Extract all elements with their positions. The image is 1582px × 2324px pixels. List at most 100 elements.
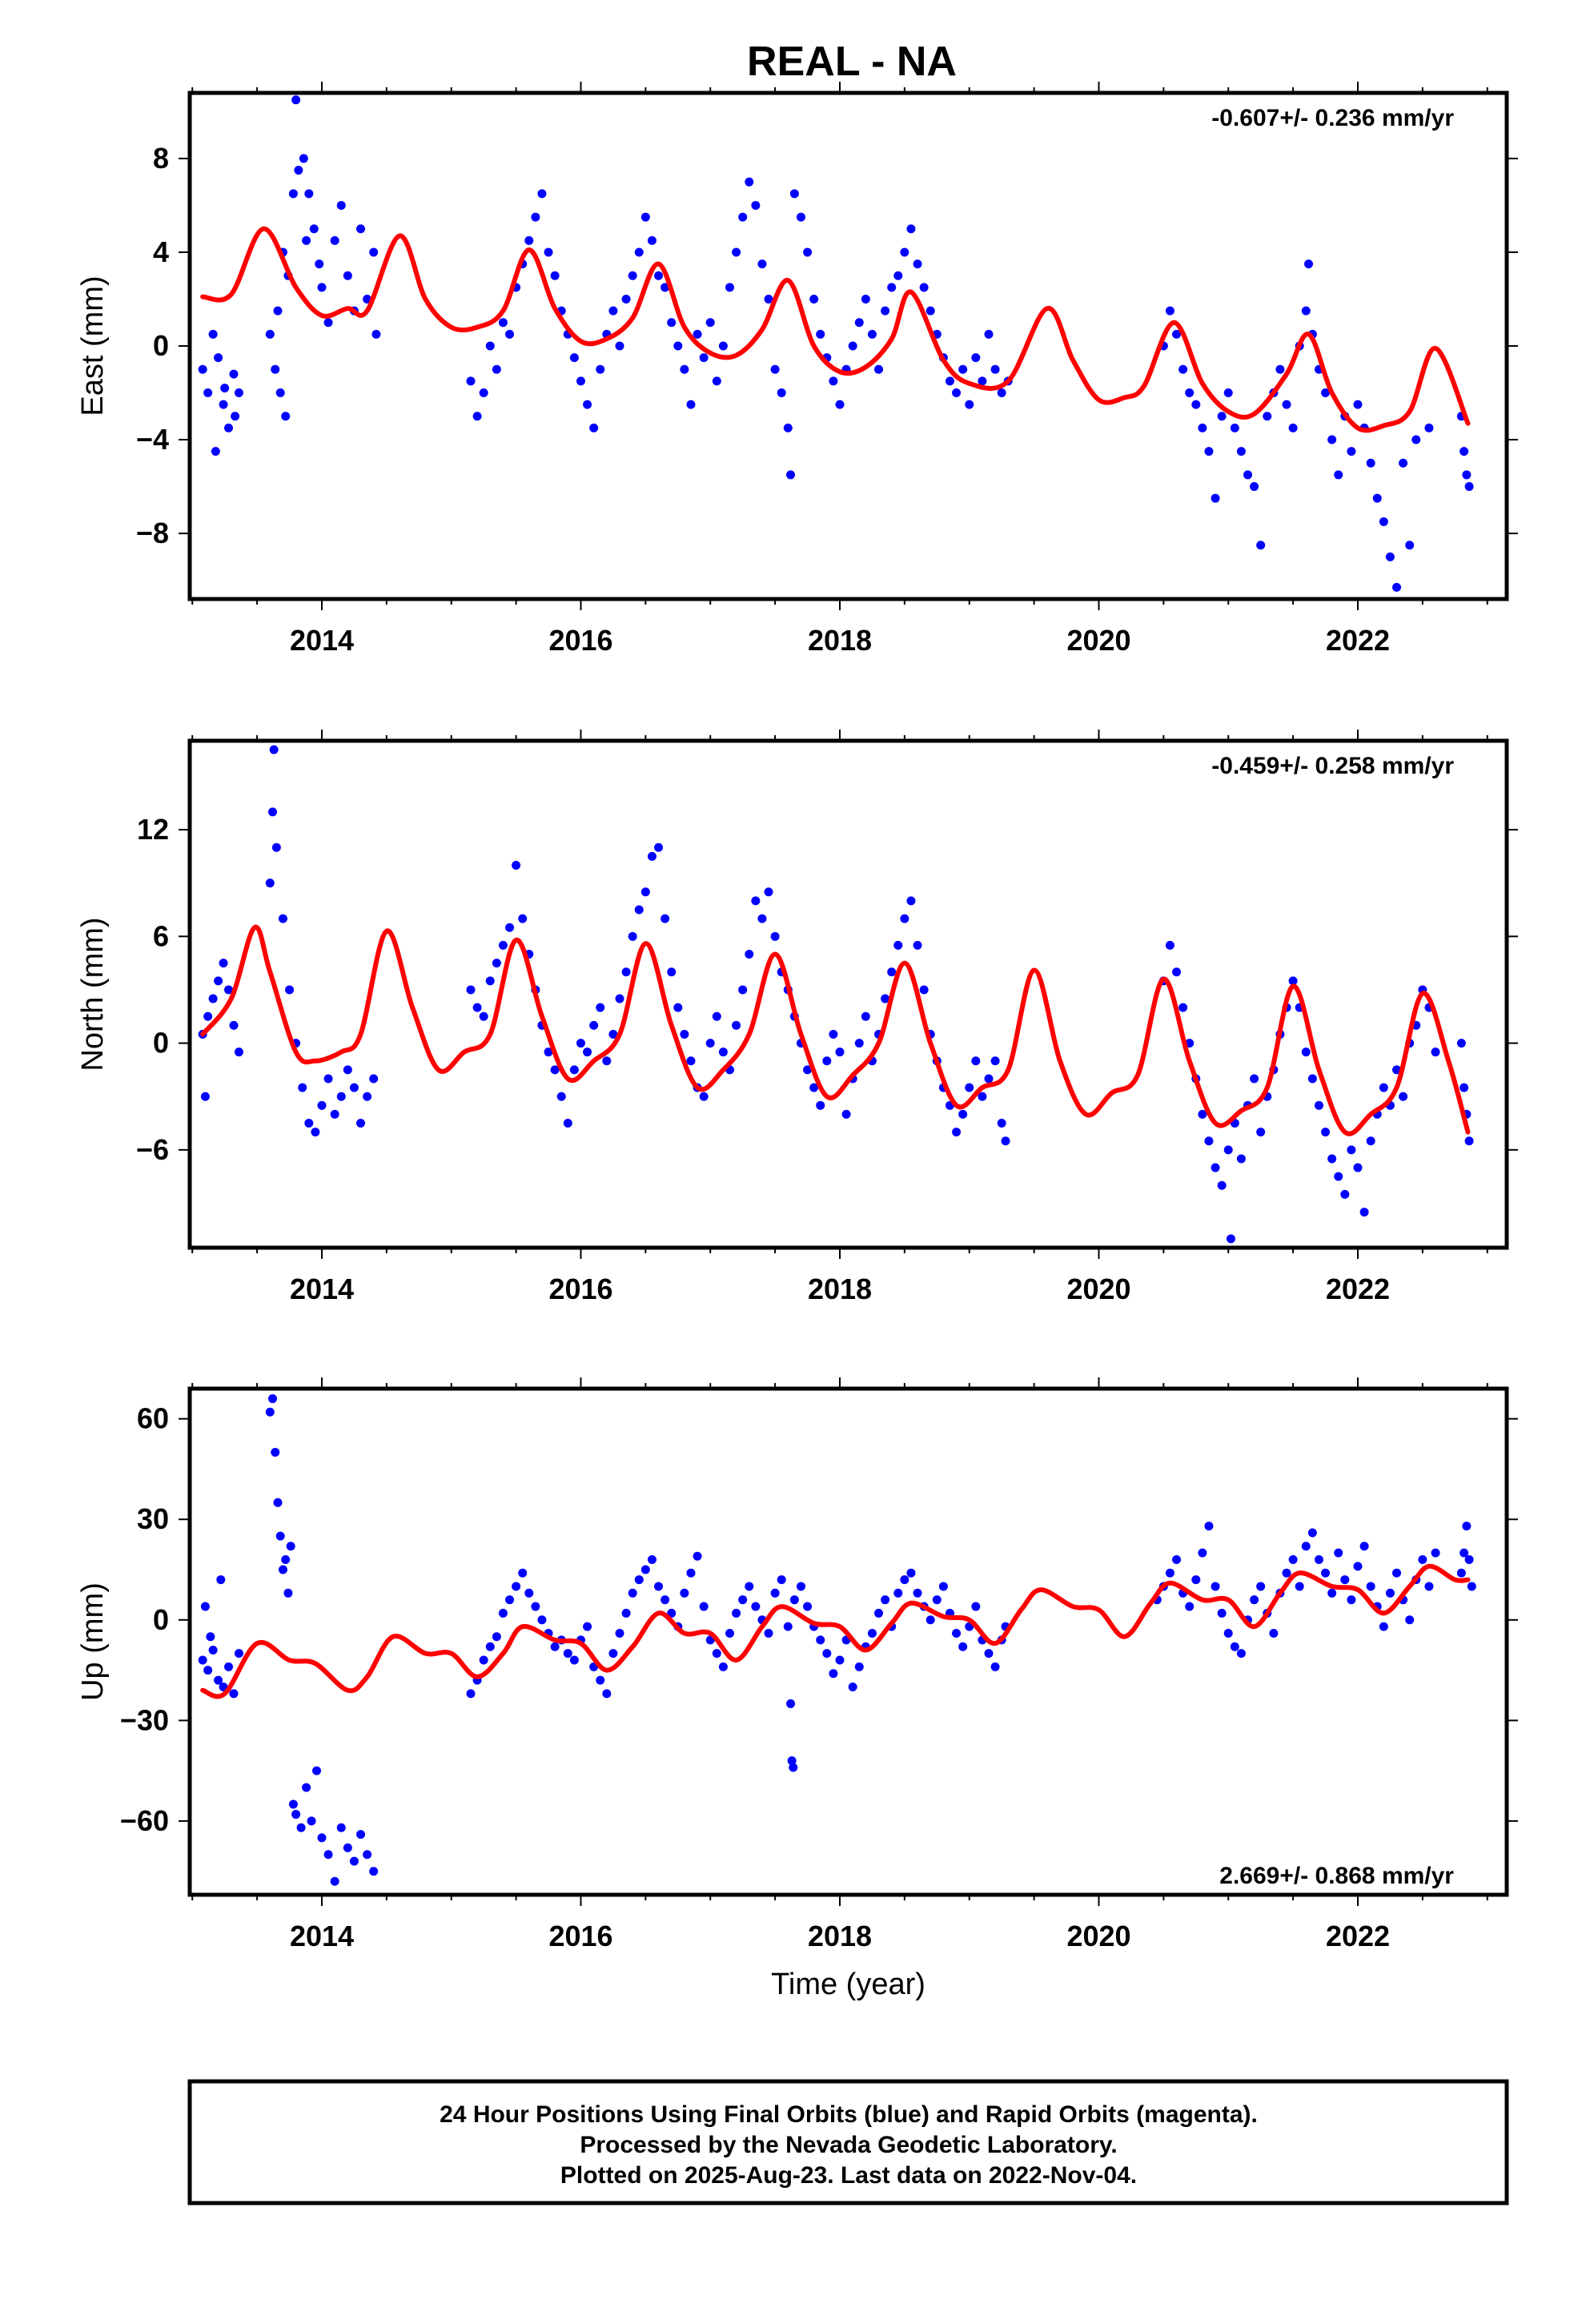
x-tick-label: 2016 [548, 1920, 612, 1952]
data-point [634, 1575, 644, 1585]
data-point [271, 1448, 280, 1458]
data-point [1321, 388, 1331, 398]
data-point [498, 940, 508, 950]
data-point [686, 1568, 696, 1578]
data-point [751, 1602, 761, 1611]
data-point [505, 329, 515, 339]
data-point [854, 1662, 864, 1671]
rate-annotation: -0.459+/- 0.258 mm/yr [1211, 753, 1454, 779]
data-point [1236, 1649, 1246, 1659]
data-point [816, 329, 825, 339]
data-point [945, 376, 954, 386]
data-point [275, 388, 285, 398]
data-point [265, 1407, 275, 1417]
rate-annotation: -0.607+/- 0.236 mm/yr [1211, 105, 1454, 131]
data-point [1001, 1136, 1010, 1146]
model-curve [200, 1563, 1471, 1699]
data-point [608, 306, 618, 316]
data-point [363, 1850, 372, 1860]
data-point [647, 1554, 656, 1564]
data-point [919, 283, 929, 292]
data-point [1431, 1548, 1440, 1558]
data-point [1204, 447, 1214, 456]
data-point [809, 294, 819, 304]
data-point [1392, 1568, 1402, 1578]
data-point [317, 1100, 327, 1110]
data-point [563, 1119, 572, 1128]
data-point [770, 1588, 780, 1598]
data-point [958, 1642, 968, 1651]
data-point [466, 985, 476, 995]
data-point [203, 388, 213, 398]
data-point [302, 235, 311, 245]
data-point [550, 1065, 560, 1075]
data-point [803, 247, 813, 257]
data-point [900, 247, 909, 257]
data-point [881, 306, 890, 316]
data-point [265, 329, 275, 339]
x-tick-label: 2020 [1066, 1920, 1130, 1952]
data-point [1165, 1568, 1174, 1578]
data-point [1353, 1562, 1363, 1571]
data-point [214, 976, 223, 986]
data-point [628, 271, 637, 280]
data-point [531, 1602, 540, 1611]
data-point [854, 1039, 864, 1048]
data-point [356, 1830, 366, 1839]
data-point [583, 400, 592, 409]
data-point [356, 224, 366, 234]
data-point [693, 1551, 702, 1561]
data-point [764, 887, 773, 897]
data-point [1460, 1083, 1469, 1092]
data-point [302, 1783, 311, 1792]
data-point [803, 1065, 813, 1075]
data-point [628, 1588, 637, 1598]
data-point [1198, 1109, 1207, 1119]
data-point [198, 1655, 207, 1665]
data-point [874, 1608, 884, 1618]
x-tick-label: 2014 [290, 1920, 354, 1952]
data-point [208, 994, 218, 1003]
plot-background [190, 741, 1507, 1248]
y-tick-label: 0 [153, 1027, 169, 1059]
data-point [699, 1602, 709, 1611]
data-point [224, 985, 234, 995]
data-point [1204, 1522, 1214, 1531]
data-point [505, 923, 515, 932]
data-point [667, 967, 677, 977]
data-point [1204, 1136, 1214, 1146]
data-point [787, 1756, 797, 1766]
data-point [294, 166, 303, 175]
data-point [234, 1047, 243, 1057]
data-point [1353, 1163, 1363, 1172]
data-point [363, 1092, 372, 1101]
y-tick-label: 12 [137, 813, 169, 846]
data-point [1359, 1208, 1369, 1217]
data-point [315, 259, 324, 269]
data-point [958, 364, 968, 374]
east-panel: 2014 2016 2018 2020 2022 −8 −4 0 4 8 East (mm) -0.6… [76, 82, 1518, 657]
data-point [822, 1649, 832, 1659]
data-point [1347, 1145, 1356, 1155]
data-point [1424, 1582, 1434, 1591]
x-tick-label: 2022 [1326, 1920, 1390, 1952]
north-panel: 2014 2016 2018 2020 2022 −6 0 6 12 North (mm) -0.4… [76, 730, 1518, 1305]
data-point [1172, 967, 1182, 977]
data-point [1456, 1039, 1466, 1048]
data-point [219, 959, 228, 968]
data-point [1250, 1595, 1259, 1605]
data-point [699, 1092, 709, 1101]
data-point [479, 1655, 488, 1665]
data-point [1340, 1575, 1350, 1585]
data-point [861, 1011, 870, 1021]
data-point [537, 189, 547, 199]
data-point [596, 1675, 605, 1685]
data-point [841, 1109, 851, 1119]
data-point [770, 364, 780, 374]
data-point [1236, 447, 1246, 456]
data-point [563, 1649, 572, 1659]
data-point [699, 353, 709, 363]
data-point [654, 842, 664, 852]
data-point [1366, 458, 1375, 468]
